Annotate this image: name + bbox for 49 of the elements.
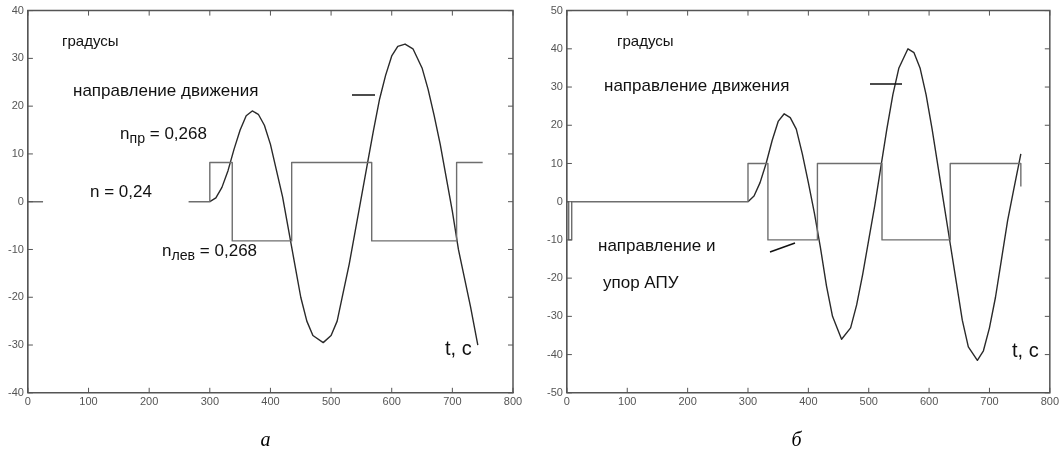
x-tick-label: 400 (261, 395, 280, 408)
x-tick-label: 700 (443, 395, 462, 408)
x-tick-label: 300 (200, 395, 219, 408)
y-tick-label: 30 (550, 80, 563, 93)
y-tick-label: -40 (546, 347, 563, 360)
text: б (790, 428, 803, 451)
annotation: n = 0,24 (90, 182, 152, 201)
x-tick-label: 200 (678, 395, 697, 408)
y-tick-label: 40 (11, 3, 24, 16)
y-tick-label: -20 (546, 271, 563, 284)
annotation: градусы (617, 32, 674, 49)
x-tick-label: 100 (618, 395, 637, 408)
y-tick-label: -50 (546, 385, 563, 398)
x-axis-title: t, с (445, 337, 472, 359)
y-tick-label: 10 (11, 146, 24, 159)
y-tick-label: 0 (556, 194, 563, 207)
x-tick-label: 400 (799, 395, 818, 408)
x-tick-label: 500 (859, 395, 878, 408)
x-tick-label: 700 (980, 395, 999, 408)
x-tick-label: 600 (382, 395, 401, 408)
x-tick-label: 100 (79, 395, 98, 408)
annotation: направление движения (604, 76, 790, 95)
x-tick-label: 800 (1040, 395, 1059, 408)
annotation: упор АПУ (603, 273, 679, 292)
annotation: n$_{пр}$ = 0,268 (120, 124, 207, 147)
x-tick-label: 500 (321, 395, 341, 408)
text: а (259, 428, 272, 451)
y-tick-label: 40 (550, 41, 563, 54)
y-tick-label: 20 (550, 118, 563, 131)
annotation: n$_{лев}$ = 0,268 (162, 241, 258, 264)
x-tick-label: 800 (503, 395, 523, 408)
x-tick-label: 600 (919, 395, 939, 408)
y-tick-label: -10 (7, 242, 24, 255)
y-tick-label: -30 (546, 309, 563, 322)
y-tick-label: 30 (11, 51, 24, 64)
annotation: градусы (62, 32, 119, 49)
y-tick-label: -30 (7, 338, 24, 351)
y-tick-label: 0 (17, 194, 24, 207)
y-tick-label: -40 (7, 385, 24, 398)
annotation: направление движения (73, 81, 259, 100)
annotation: направление и (598, 236, 716, 255)
y-tick-label: 10 (550, 156, 563, 169)
y-tick-label: -20 (7, 290, 24, 303)
y-tick-label: -10 (546, 232, 563, 245)
y-tick-label: 20 (11, 99, 24, 112)
x-tick-label: 300 (738, 395, 758, 408)
x-axis-title: t, с (1012, 339, 1039, 361)
y-tick-label: 50 (550, 3, 563, 16)
x-tick-label: 200 (139, 395, 159, 408)
